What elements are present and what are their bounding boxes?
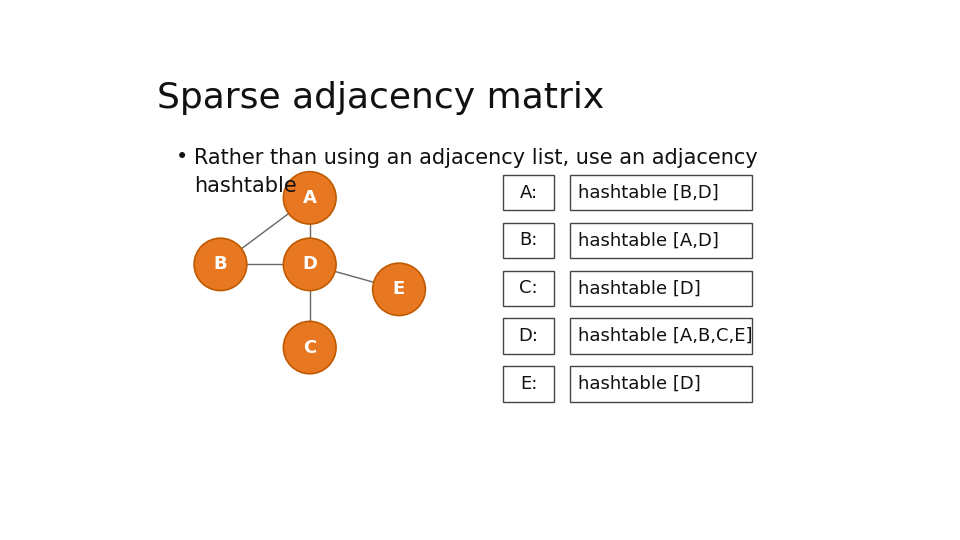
FancyBboxPatch shape <box>503 223 554 258</box>
Text: hashtable [D]: hashtable [D] <box>578 279 700 298</box>
Text: C:: C: <box>519 279 538 298</box>
Ellipse shape <box>372 263 425 315</box>
Text: B: B <box>214 255 228 273</box>
Text: D: D <box>302 255 317 273</box>
FancyBboxPatch shape <box>503 366 554 402</box>
Text: E: E <box>393 280 405 298</box>
Text: hashtable [D]: hashtable [D] <box>578 375 700 393</box>
Text: hashtable [A,D]: hashtable [A,D] <box>578 232 718 249</box>
Ellipse shape <box>194 238 247 291</box>
Ellipse shape <box>283 238 336 291</box>
Text: Sparse adjacency matrix: Sparse adjacency matrix <box>157 82 605 116</box>
Text: A:: A: <box>519 184 538 201</box>
FancyBboxPatch shape <box>570 366 753 402</box>
FancyBboxPatch shape <box>570 223 753 258</box>
Text: B:: B: <box>519 232 538 249</box>
Text: •: • <box>176 147 188 167</box>
Text: A: A <box>302 189 317 207</box>
Text: hashtable [B,D]: hashtable [B,D] <box>578 184 718 201</box>
FancyBboxPatch shape <box>503 271 554 306</box>
Ellipse shape <box>283 172 336 224</box>
Ellipse shape <box>283 321 336 374</box>
FancyBboxPatch shape <box>570 175 753 210</box>
FancyBboxPatch shape <box>570 271 753 306</box>
Text: hashtable [A,B,C,E]: hashtable [A,B,C,E] <box>578 327 752 345</box>
Text: Rather than using an adjacency list, use an adjacency
hashtable: Rather than using an adjacency list, use… <box>194 148 758 196</box>
FancyBboxPatch shape <box>503 175 554 210</box>
FancyBboxPatch shape <box>503 319 554 354</box>
Text: D:: D: <box>518 327 539 345</box>
Text: C: C <box>303 339 317 356</box>
FancyBboxPatch shape <box>570 319 753 354</box>
Text: E:: E: <box>519 375 538 393</box>
